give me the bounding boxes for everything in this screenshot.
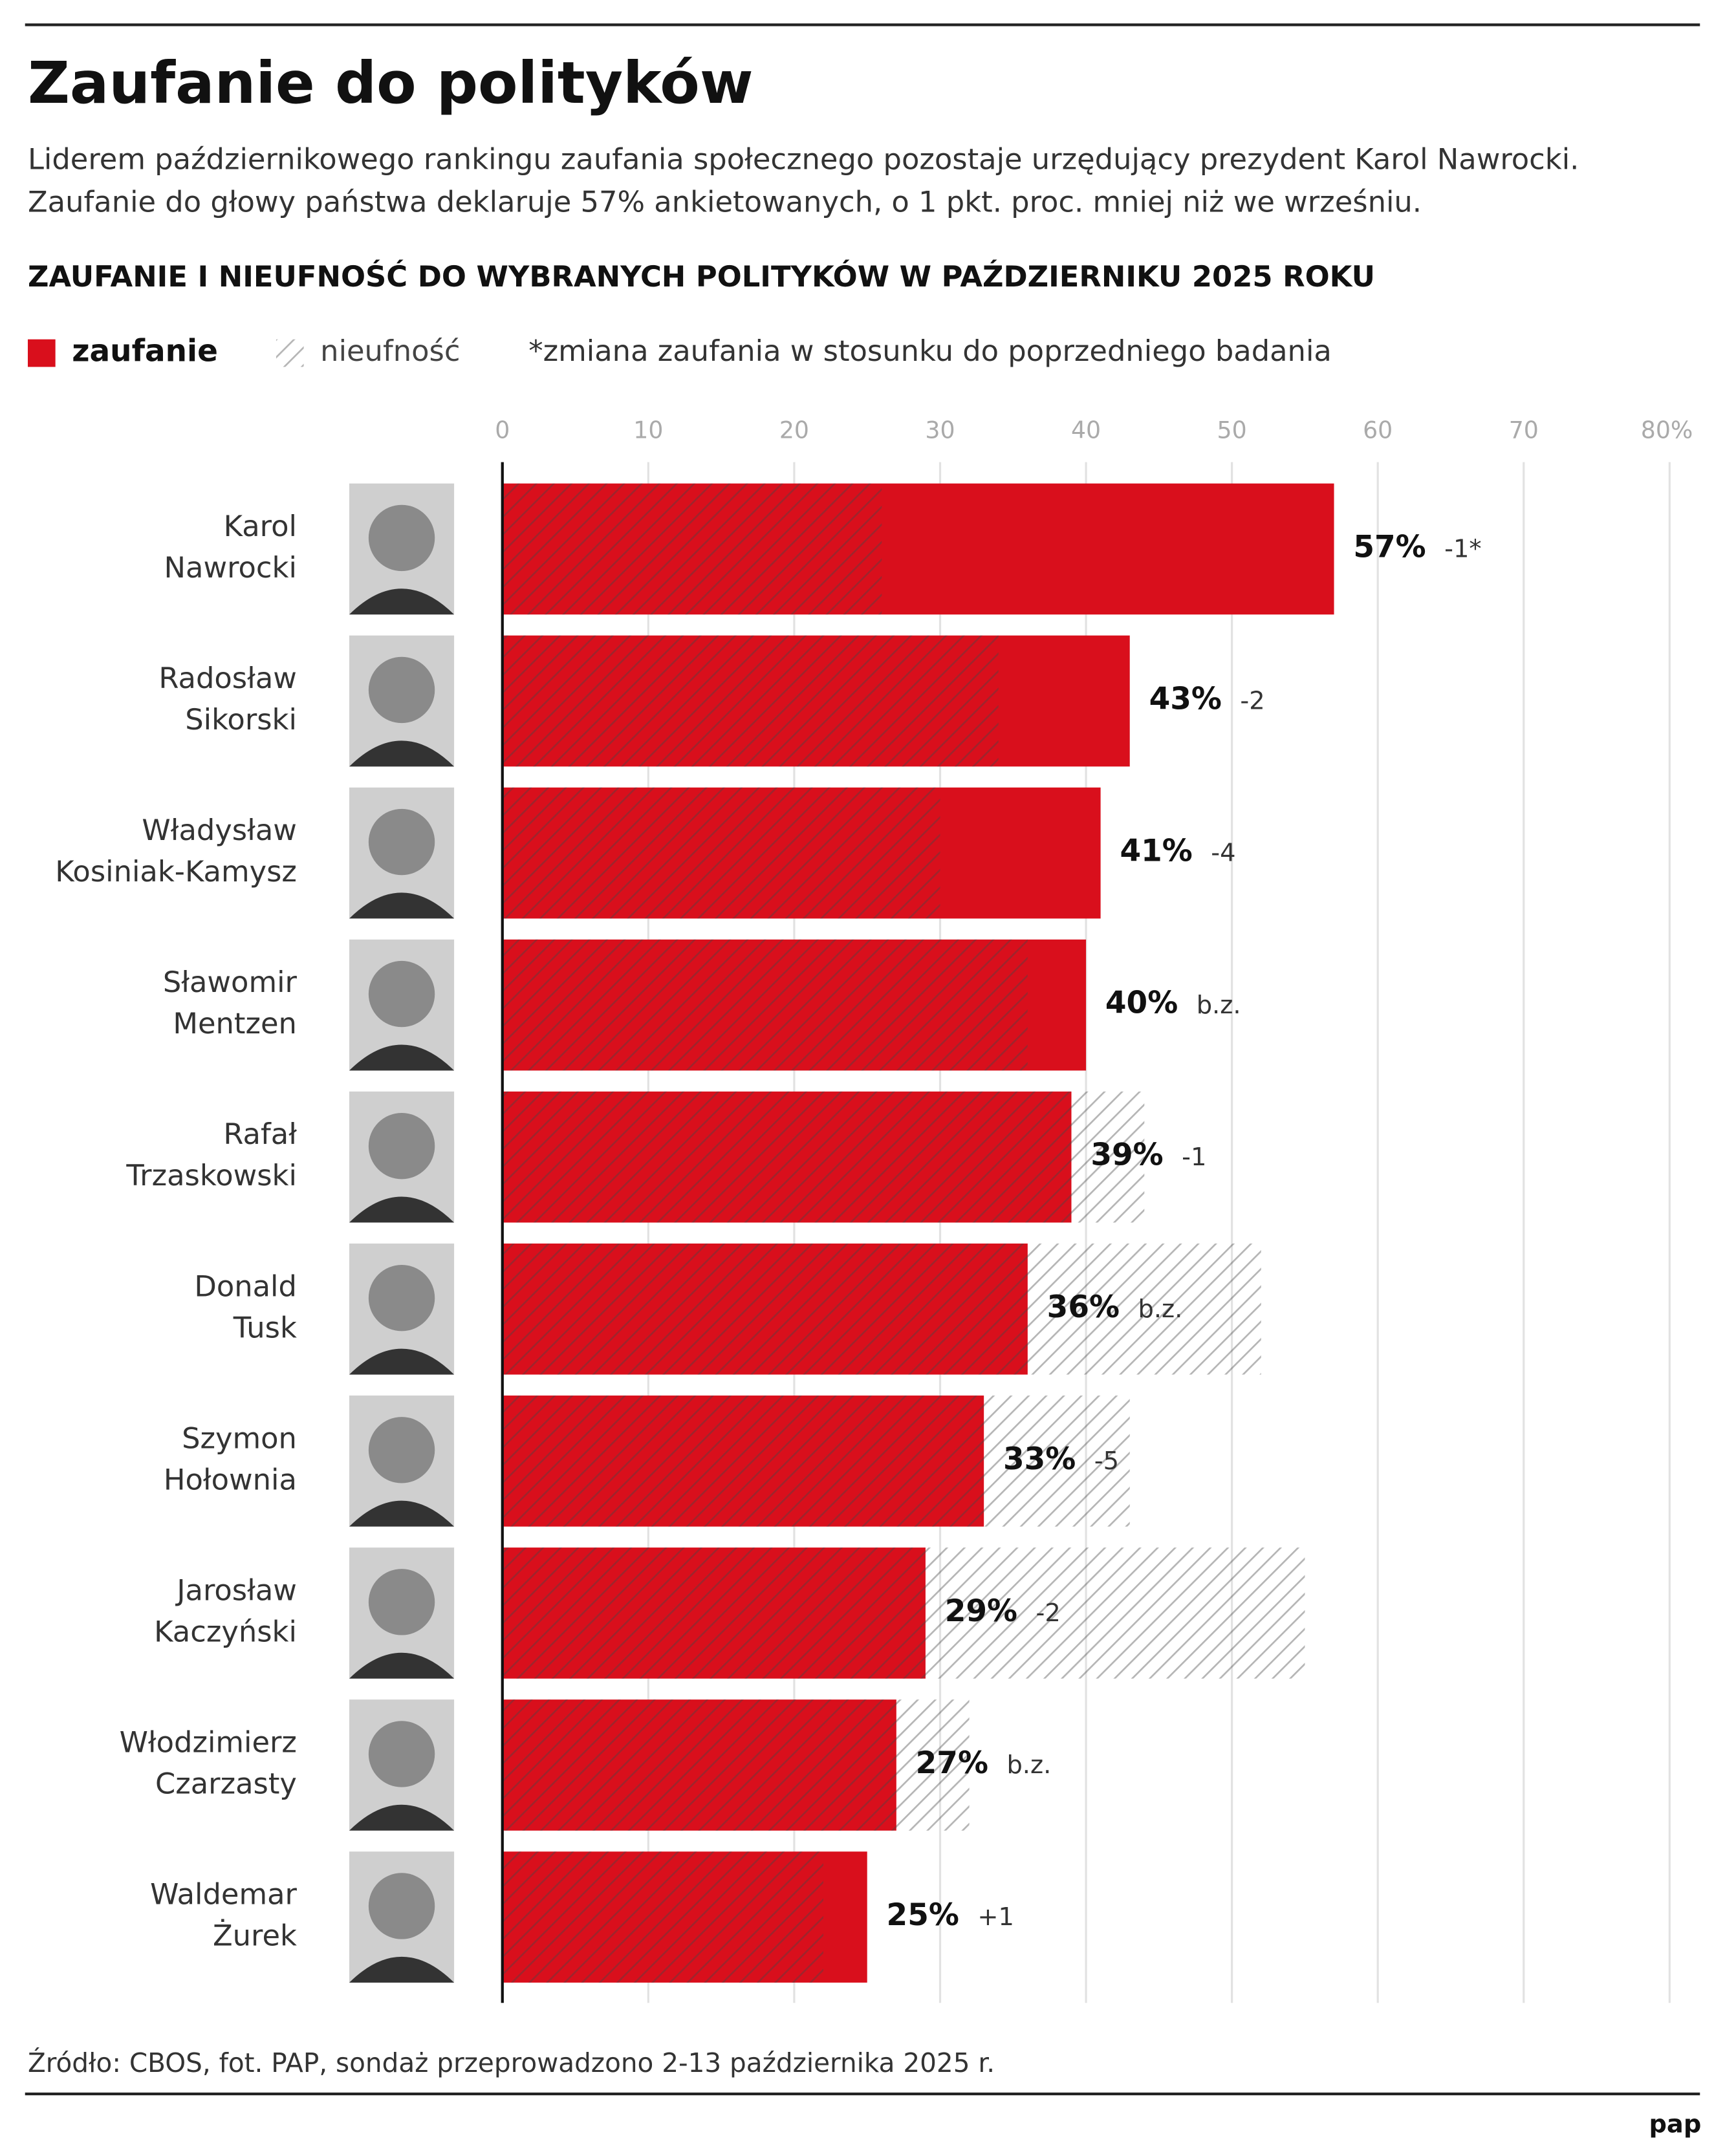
photo-head	[368, 808, 435, 876]
x-tick-label: 30	[925, 416, 955, 444]
value-label: 25%	[887, 1897, 959, 1933]
legend-note: *zmiana zaufania w stosunku do poprzedni…	[528, 334, 1332, 368]
change-label: -2	[1036, 1599, 1061, 1628]
value-label: 33%	[1003, 1441, 1076, 1477]
distrust-bar	[502, 787, 940, 919]
value-label: 39%	[1090, 1137, 1163, 1173]
category-label: Radosław Sikorski	[158, 661, 297, 737]
source: Źródło: CBOS, fot. PAP, sondaż przeprowa…	[28, 2047, 995, 2078]
subtitle: Liderem październikowego rankingu zaufan…	[28, 142, 1579, 177]
x-tick-label: 10	[633, 416, 663, 444]
photo-head	[368, 960, 435, 1028]
distrust-bar	[502, 1091, 1145, 1223]
photo-head	[368, 656, 435, 724]
value-label: 27%	[916, 1745, 988, 1781]
category-label: Władysław Kosiniak-Kamysz	[55, 813, 297, 889]
distrust-bar	[502, 635, 999, 767]
photo-head	[368, 1112, 435, 1180]
change-label: -5	[1094, 1447, 1119, 1476]
category-label: Donald Tusk	[194, 1269, 297, 1344]
value-label: 43%	[1149, 682, 1222, 717]
x-tick-label: 70	[1509, 416, 1539, 444]
x-tick-label: 50	[1217, 416, 1247, 444]
change-label: -1	[1182, 1143, 1206, 1172]
value-label: 36%	[1047, 1289, 1120, 1325]
change-label: b.z.	[1197, 991, 1241, 1020]
distrust-bar	[502, 483, 882, 615]
photo-head	[368, 504, 435, 572]
distrust-bar	[502, 1851, 824, 1983]
legend-swatch	[276, 339, 304, 367]
value-label: 29%	[945, 1593, 1017, 1629]
category-label: Jarosław Kaczyński	[154, 1573, 297, 1648]
subtitle: Zaufanie do głowy państwa deklaruje 57% …	[28, 185, 1422, 219]
change-label: -2	[1240, 687, 1264, 716]
photo-body	[349, 1956, 455, 1983]
photo-body	[349, 1196, 455, 1223]
value-label: 40%	[1105, 986, 1178, 1021]
photo-head	[368, 1265, 435, 1331]
photo-head	[368, 1873, 435, 1939]
legend-label: zaufanie	[72, 334, 218, 369]
photo-body	[349, 892, 455, 919]
x-tick-label: 60	[1363, 416, 1393, 444]
category-label: Sławomir Mentzen	[163, 965, 298, 1040]
distrust-bar	[502, 1396, 1130, 1527]
category-label: Waldemar Żurek	[150, 1877, 297, 1953]
photo-body	[349, 1500, 455, 1527]
photo-body	[349, 1804, 455, 1831]
change-label: +1	[977, 1903, 1014, 1932]
logo: pap	[1649, 2110, 1701, 2139]
distrust-bar	[502, 1699, 970, 1831]
change-label: b.z.	[1006, 1751, 1051, 1780]
x-tick-label: 80%	[1641, 416, 1693, 444]
category-label: Szymon Hołownia	[164, 1421, 297, 1496]
photo-head	[368, 1417, 435, 1483]
change-label: -4	[1211, 839, 1235, 868]
category-label: Włodzimierz Czarzasty	[120, 1725, 297, 1800]
photo-head	[368, 1569, 435, 1635]
chart-title: Zaufanie do polityków	[28, 50, 754, 117]
photo-body	[349, 1044, 455, 1071]
x-tick-label: 40	[1071, 416, 1101, 444]
photo-head	[368, 1721, 435, 1787]
value-label: 41%	[1120, 834, 1192, 869]
x-tick-label: 0	[495, 416, 510, 444]
category-label: Karol Nawrocki	[164, 509, 297, 585]
photo-body	[349, 1652, 455, 1679]
legend-swatch	[27, 339, 56, 367]
photo-body	[349, 1348, 455, 1375]
chart-heading: ZAUFANIE I NIEUFNOŚĆ DO WYBRANYCH POLITY…	[28, 259, 1375, 294]
distrust-bar	[502, 1243, 1261, 1375]
change-label: b.z.	[1138, 1295, 1182, 1324]
photo-body	[349, 588, 455, 615]
value-label: 57%	[1353, 529, 1426, 565]
distrust-bar	[502, 1547, 1305, 1679]
change-label: -1*	[1444, 535, 1481, 564]
photo-body	[349, 740, 455, 767]
legend-label: nieufność	[320, 334, 460, 368]
category-label: Rafał Trzaskowski	[125, 1117, 297, 1192]
distrust-bar	[502, 939, 1028, 1071]
x-tick-label: 20	[779, 416, 809, 444]
